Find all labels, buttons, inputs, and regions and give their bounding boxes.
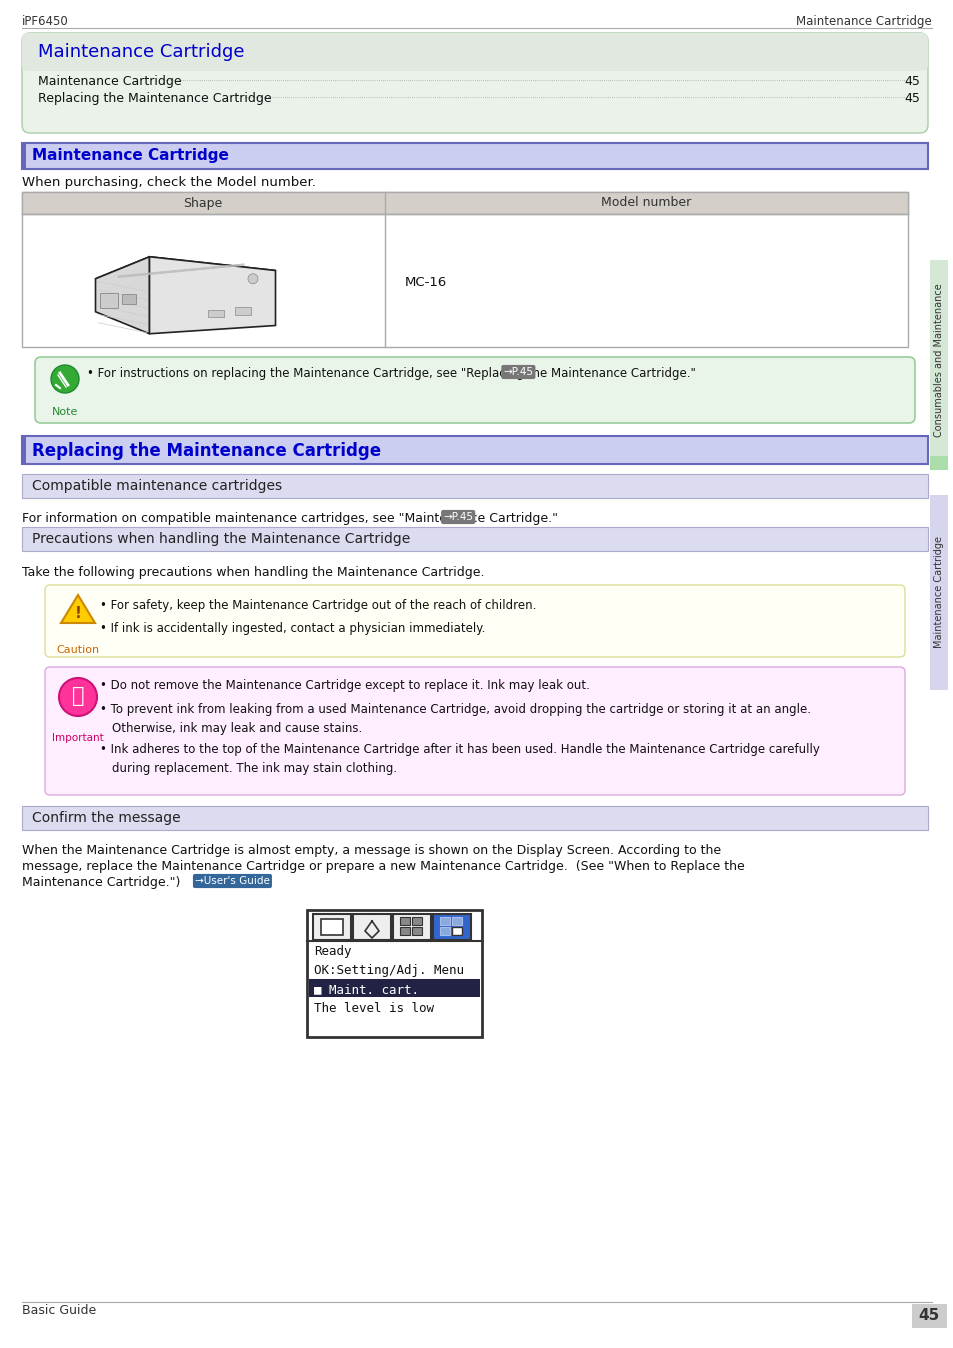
Text: !: ! [74, 607, 81, 621]
Polygon shape [150, 256, 275, 334]
Bar [22, 143, 927, 168]
Polygon shape [95, 256, 150, 334]
Bar [313, 914, 351, 940]
Text: • For instructions on replacing the Maintenance Cartridge, see "Replacing the Ma: • For instructions on replacing the Main… [87, 367, 695, 380]
Text: The level is low: The level is low [314, 1002, 434, 1015]
Bar [929, 495, 947, 690]
Bar [22, 474, 927, 497]
Text: ✋: ✋ [71, 686, 84, 706]
Text: Consumables and Maintenance: Consumables and Maintenance [933, 283, 943, 437]
Text: 45: 45 [903, 75, 919, 88]
Bar [412, 927, 421, 936]
Text: Take the following precautions when handling the Maintenance Cartridge.: Take the following precautions when hand… [22, 566, 484, 580]
Text: Important: Important [52, 733, 104, 743]
Bar [22, 143, 26, 168]
Text: Maintenance Cartridge: Maintenance Cartridge [38, 75, 181, 88]
Bar [433, 914, 471, 940]
Text: Maintenance Cartridge: Maintenance Cartridge [796, 15, 931, 28]
Text: iPF6450: iPF6450 [22, 15, 69, 28]
Text: 45: 45 [903, 92, 919, 105]
Text: Shape: Shape [183, 197, 222, 209]
Text: • If ink is accidentally ingested, contact a physician immediately.: • If ink is accidentally ingested, conta… [100, 621, 485, 635]
Text: Ready: Ready [314, 945, 351, 958]
Bar [234, 307, 251, 314]
Circle shape [248, 274, 257, 283]
Text: • Do not remove the Maintenance Cartridge except to replace it. Ink may leak out: • Do not remove the Maintenance Cartridg… [100, 679, 589, 692]
Bar [22, 527, 927, 551]
Text: Maintenance Cartridge: Maintenance Cartridge [38, 43, 244, 61]
Text: Replacing the Maintenance Cartridge: Replacing the Maintenance Cartridge [32, 442, 381, 460]
Text: Compatible maintenance cartridges: Compatible maintenance cartridges [32, 479, 282, 493]
Text: MC-16: MC-16 [405, 275, 447, 288]
Text: ■ Maint. cart.: ■ Maint. cart. [314, 983, 418, 996]
Bar [22, 191, 907, 346]
FancyBboxPatch shape [45, 585, 904, 656]
Circle shape [51, 365, 79, 394]
Text: Caution: Caution [56, 644, 99, 655]
Bar [452, 917, 461, 925]
Text: Model number: Model number [600, 197, 690, 209]
Bar [353, 914, 391, 940]
Text: Maintenance Cartridge: Maintenance Cartridge [32, 148, 229, 163]
Circle shape [59, 678, 97, 716]
Bar [412, 917, 421, 925]
Bar [439, 917, 450, 925]
Bar [399, 917, 410, 925]
Text: When the Maintenance Cartridge is almost empty, a message is shown on the Displa: When the Maintenance Cartridge is almost… [22, 844, 720, 857]
Bar [320, 919, 343, 936]
Bar [911, 1304, 946, 1328]
Bar [122, 294, 136, 303]
Text: OK:Setting/Adj. Menu: OK:Setting/Adj. Menu [314, 964, 463, 977]
Text: Basic Guide: Basic Guide [22, 1304, 96, 1317]
Bar [929, 456, 947, 470]
Text: When purchasing, check the Model number.: When purchasing, check the Model number. [22, 177, 315, 189]
Bar [393, 914, 431, 940]
Text: Note: Note [51, 407, 78, 417]
Text: →P.45: →P.45 [443, 512, 473, 522]
Text: Precautions when handling the Maintenance Cartridge: Precautions when handling the Maintenanc… [32, 532, 410, 546]
Text: Replacing the Maintenance Cartridge: Replacing the Maintenance Cartridge [38, 92, 272, 105]
Text: →P.45: →P.45 [503, 367, 533, 377]
Text: message, replace the Maintenance Cartridge or prepare a new Maintenance Cartridg: message, replace the Maintenance Cartrid… [22, 860, 744, 874]
Bar [309, 979, 479, 998]
Text: Otherwise, ink may leak and cause stains.: Otherwise, ink may leak and cause stains… [112, 723, 362, 735]
Bar [307, 910, 481, 1037]
Text: • To prevent ink from leaking from a used Maintenance Cartridge, avoid dropping : • To prevent ink from leaking from a use… [100, 704, 810, 716]
FancyBboxPatch shape [22, 32, 927, 71]
Text: • For safety, keep the Maintenance Cartridge out of the reach of children.: • For safety, keep the Maintenance Cartr… [100, 599, 536, 612]
Bar [929, 260, 947, 460]
Polygon shape [95, 256, 275, 293]
Text: For information on compatible maintenance cartridges, see "Maintenance Cartridge: For information on compatible maintenanc… [22, 512, 558, 524]
Bar [439, 927, 450, 936]
Text: →User's Guide: →User's Guide [194, 876, 270, 886]
FancyBboxPatch shape [22, 32, 927, 133]
Bar [399, 927, 410, 936]
Bar [100, 293, 118, 307]
Polygon shape [61, 594, 95, 623]
Bar [22, 435, 26, 464]
Text: during replacement. The ink may stain clothing.: during replacement. The ink may stain cl… [112, 762, 396, 775]
FancyBboxPatch shape [45, 667, 904, 795]
Bar [22, 435, 927, 464]
Text: 45: 45 [918, 1309, 939, 1324]
Text: Maintenance Cartridge: Maintenance Cartridge [933, 537, 943, 648]
Text: Confirm the message: Confirm the message [32, 811, 180, 825]
Bar [452, 927, 461, 936]
Text: • Ink adheres to the top of the Maintenance Cartridge after it has been used. Ha: • Ink adheres to the top of the Maintena… [100, 743, 819, 756]
Bar [452, 927, 461, 936]
FancyBboxPatch shape [35, 357, 914, 423]
Bar [22, 806, 927, 830]
Text: Maintenance Cartridge."): Maintenance Cartridge.") [22, 876, 180, 888]
Bar [208, 310, 224, 317]
Bar [22, 191, 907, 214]
